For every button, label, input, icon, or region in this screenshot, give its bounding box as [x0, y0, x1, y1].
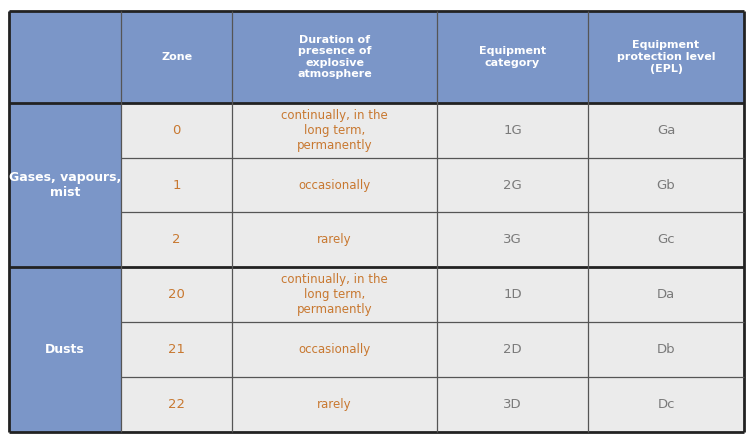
- Text: continually, in the
long term,
permanently: continually, in the long term, permanent…: [281, 109, 388, 152]
- Text: Gases, vapours,
mist: Gases, vapours, mist: [9, 171, 121, 199]
- Text: 21: 21: [168, 343, 185, 356]
- Text: 3G: 3G: [503, 233, 522, 247]
- Bar: [233, 322, 437, 377]
- Bar: [9, 103, 120, 267]
- Text: 1G: 1G: [503, 124, 522, 137]
- Bar: [437, 103, 588, 158]
- Bar: [588, 103, 744, 158]
- Text: 3D: 3D: [503, 398, 522, 411]
- Text: occasionally: occasionally: [298, 178, 370, 191]
- Bar: [437, 11, 588, 103]
- Bar: [588, 377, 744, 432]
- Bar: [120, 212, 233, 267]
- Bar: [437, 377, 588, 432]
- Text: rarely: rarely: [317, 233, 352, 247]
- Bar: [437, 158, 588, 212]
- Bar: [9, 11, 120, 103]
- Text: Gc: Gc: [657, 233, 675, 247]
- Text: Equipment
protection level
(EPL): Equipment protection level (EPL): [617, 40, 715, 73]
- Bar: [588, 158, 744, 212]
- Text: 1: 1: [172, 178, 181, 191]
- Text: 22: 22: [168, 398, 185, 411]
- Bar: [233, 103, 437, 158]
- Bar: [588, 322, 744, 377]
- Bar: [120, 322, 233, 377]
- Text: Dc: Dc: [657, 398, 675, 411]
- Text: continually, in the
long term,
permanently: continually, in the long term, permanent…: [281, 273, 388, 316]
- Bar: [588, 11, 744, 103]
- Text: occasionally: occasionally: [298, 343, 370, 356]
- Text: 0: 0: [172, 124, 181, 137]
- Bar: [9, 267, 120, 432]
- Text: 20: 20: [168, 288, 185, 301]
- Bar: [120, 103, 233, 158]
- Bar: [120, 158, 233, 212]
- Bar: [588, 267, 744, 322]
- Text: Zone: Zone: [161, 52, 192, 62]
- Text: Da: Da: [657, 288, 675, 301]
- Text: 2: 2: [172, 233, 181, 247]
- Bar: [233, 377, 437, 432]
- Text: 1D: 1D: [503, 288, 522, 301]
- Text: Duration of
presence of
explosive
atmosphere: Duration of presence of explosive atmosp…: [297, 35, 372, 79]
- Bar: [233, 158, 437, 212]
- Text: 2D: 2D: [503, 343, 522, 356]
- Bar: [120, 11, 233, 103]
- Bar: [437, 267, 588, 322]
- Text: Gb: Gb: [657, 178, 675, 191]
- Text: Equipment
category: Equipment category: [479, 46, 546, 68]
- Text: 2G: 2G: [503, 178, 522, 191]
- Bar: [437, 212, 588, 267]
- Bar: [233, 267, 437, 322]
- Bar: [120, 377, 233, 432]
- Bar: [233, 11, 437, 103]
- Bar: [120, 267, 233, 322]
- Text: rarely: rarely: [317, 398, 352, 411]
- Bar: [233, 212, 437, 267]
- Text: Dusts: Dusts: [45, 343, 85, 356]
- Text: Ga: Ga: [657, 124, 675, 137]
- Bar: [437, 322, 588, 377]
- Bar: [588, 212, 744, 267]
- Text: Db: Db: [657, 343, 675, 356]
